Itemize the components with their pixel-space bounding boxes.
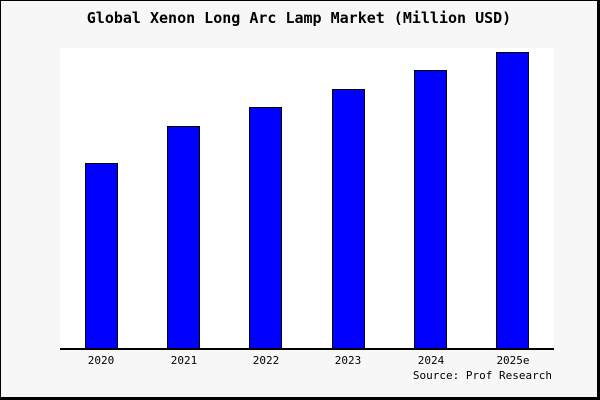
bar-2025e [496,52,529,348]
x-tick-label-2021: 2021 [170,354,198,367]
source-credit: Source: Prof Research [412,369,552,382]
x-tick-label-2020: 2020 [87,354,115,367]
bar-2021 [167,126,200,348]
x-tick-label-2024: 2024 [417,354,445,367]
bar-2023 [332,89,365,348]
x-tick-label-2023: 2023 [334,354,362,367]
x-axis-labels: 2020 2021 2022 2023 2024 2025e [1,354,597,370]
bar-2022 [249,107,282,348]
x-tick-label-2025e: 2025e [496,354,530,367]
bar-2024 [414,70,447,348]
plot-area [60,48,554,350]
x-tick-label-2022: 2022 [252,354,280,367]
chart-title: Global Xenon Long Arc Lamp Market (Milli… [86,9,512,27]
bar-2020 [85,163,118,348]
